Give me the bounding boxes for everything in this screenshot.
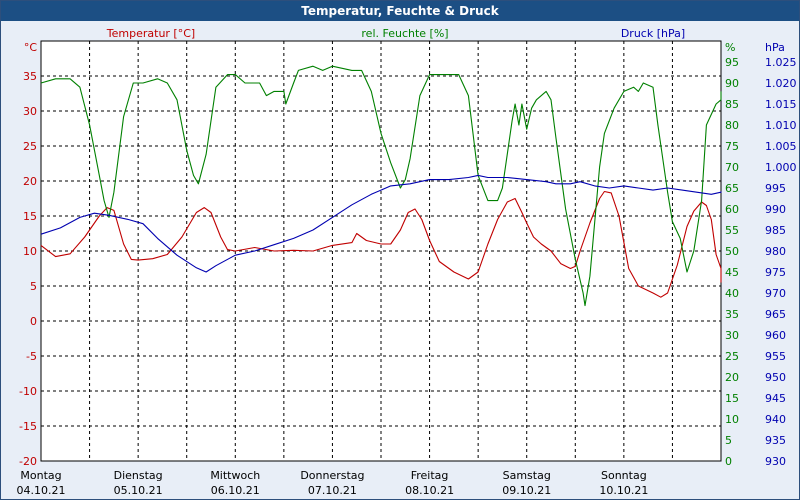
humidity-tick-label: 25	[725, 350, 739, 363]
humidity-tick-label: 50	[725, 245, 739, 258]
pressure-tick-label: 955	[765, 350, 786, 363]
temperature-tick-label: -20	[19, 455, 37, 468]
pressure-tick-label: 950	[765, 371, 786, 384]
pressure-tick-label: 985	[765, 224, 786, 237]
pressure-tick-label: 980	[765, 245, 786, 258]
temperature-tick-label: 30	[23, 105, 37, 118]
pressure-tick-label: 965	[765, 308, 786, 321]
pressure-tick-label: 935	[765, 434, 786, 447]
pressure-tick-label: 995	[765, 182, 786, 195]
humidity-tick-label: 20	[725, 371, 739, 384]
temperature-unit-label: °C	[24, 41, 38, 54]
pressure-tick-label: 930	[765, 455, 786, 468]
x-date-label: 07.10.21	[308, 484, 357, 497]
humidity-axis-label: rel. Feuchte [%]	[361, 27, 448, 40]
x-day-label: Mittwoch	[210, 469, 260, 482]
temperature-tick-label: -10	[19, 385, 37, 398]
humidity-tick-label: 60	[725, 203, 739, 216]
humidity-tick-label: 75	[725, 140, 739, 153]
humidity-series-line	[40, 65, 722, 307]
humidity-tick-label: 30	[725, 329, 739, 342]
pressure-axis-label: Druck [hPa]	[621, 27, 685, 40]
humidity-tick-label: 55	[725, 224, 739, 237]
temperature-tick-label: 10	[23, 245, 37, 258]
humidity-tick-label: 95	[725, 56, 739, 69]
pressure-tick-label: 1.025	[765, 56, 797, 69]
x-day-label: Freitag	[411, 469, 449, 482]
x-day-label: Montag	[20, 469, 61, 482]
temperature-tick-label: 15	[23, 210, 37, 223]
pressure-tick-label: 990	[765, 203, 786, 216]
x-day-label: Samstag	[503, 469, 551, 482]
pressure-tick-label: 1.005	[765, 140, 797, 153]
temperature-axis-label: Temperatur [°C]	[106, 27, 195, 40]
x-date-label: 09.10.21	[502, 484, 551, 497]
pressure-tick-label: 1.010	[765, 119, 797, 132]
temperature-tick-label: 20	[23, 175, 37, 188]
humidity-tick-label: 40	[725, 287, 739, 300]
temperature-tick-label: 35	[23, 70, 37, 83]
pressure-tick-label: 960	[765, 329, 786, 342]
x-date-label: 08.10.21	[405, 484, 454, 497]
humidity-tick-label: 85	[725, 98, 739, 111]
temperature-tick-label: -5	[26, 350, 37, 363]
x-day-label: Sonntag	[601, 469, 647, 482]
humidity-tick-label: 15	[725, 392, 739, 405]
humidity-tick-label: 35	[725, 308, 739, 321]
x-day-label: Donnerstag	[300, 469, 364, 482]
humidity-tick-label: 45	[725, 266, 739, 279]
x-date-label: 10.10.21	[599, 484, 648, 497]
humidity-tick-label: 0	[725, 455, 732, 468]
pressure-tick-label: 1.020	[765, 77, 797, 90]
pressure-tick-label: 975	[765, 266, 786, 279]
temperature-tick-label: 0	[30, 315, 37, 328]
humidity-tick-label: 80	[725, 119, 739, 132]
humidity-unit-label: %	[725, 41, 735, 54]
humidity-tick-label: 90	[725, 77, 739, 90]
pressure-tick-label: 945	[765, 392, 786, 405]
pressure-tick-label: 940	[765, 413, 786, 426]
pressure-tick-label: 970	[765, 287, 786, 300]
x-date-label: 06.10.21	[211, 484, 260, 497]
humidity-tick-label: 65	[725, 182, 739, 195]
x-day-label: Dienstag	[114, 469, 163, 482]
humidity-tick-label: 10	[725, 413, 739, 426]
humidity-tick-label: 5	[725, 434, 732, 447]
x-date-label: 04.10.21	[17, 484, 66, 497]
temperature-series-line	[40, 190, 722, 298]
humidity-tick-label: 70	[725, 161, 739, 174]
pressure-tick-label: 1.015	[765, 98, 797, 111]
temperature-tick-label: 25	[23, 140, 37, 153]
temperature-tick-label: -15	[19, 420, 37, 433]
pressure-unit-label: hPa	[765, 41, 785, 54]
pressure-tick-label: 1.000	[765, 161, 797, 174]
temperature-tick-label: 5	[30, 280, 37, 293]
pressure-series-line	[40, 174, 722, 273]
window-title: Temperatur, Feuchte & Druck	[1, 1, 799, 21]
x-date-label: 05.10.21	[114, 484, 163, 497]
